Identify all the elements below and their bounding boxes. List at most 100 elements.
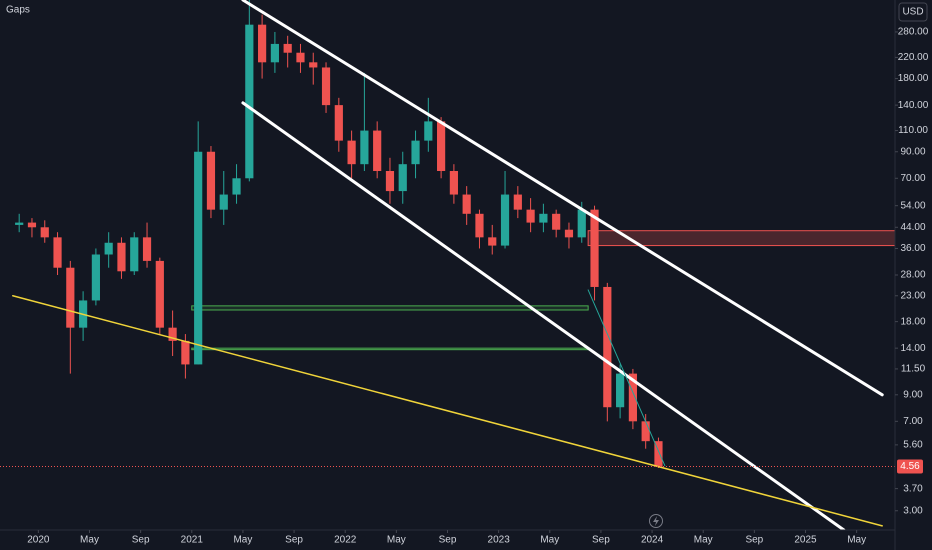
candle-body — [15, 222, 24, 225]
y-tick-label: 3.00 — [903, 505, 923, 516]
y-tick-label: 90.00 — [900, 146, 925, 157]
candle-body — [321, 67, 331, 106]
candle-body — [258, 24, 267, 63]
candle-body — [424, 121, 433, 141]
lightning-icon[interactable] — [649, 514, 663, 528]
plot-area — [0, 0, 895, 530]
candle-body — [398, 164, 407, 192]
candle-body — [564, 229, 574, 238]
candle-body — [142, 237, 152, 261]
candle-body — [385, 170, 395, 192]
x-tick-label: May — [80, 535, 99, 546]
y-tick-label: 3.70 — [903, 483, 923, 494]
x-tick-label: Sep — [439, 535, 457, 546]
candle-body — [130, 237, 139, 272]
candle-body — [360, 130, 369, 165]
y-tick-label: 180.00 — [898, 73, 929, 84]
x-tick-label: May — [387, 535, 406, 546]
x-tick-label: 2022 — [334, 535, 357, 546]
candle-body — [181, 340, 190, 365]
y-tick-label: 9.00 — [903, 389, 923, 400]
candle-body — [53, 237, 62, 268]
y-tick-label: 140.00 — [898, 100, 929, 111]
zone — [587, 230, 895, 247]
x-tick-label: 2021 — [181, 535, 204, 546]
x-tick-label: 2020 — [27, 535, 50, 546]
candle-body — [117, 242, 126, 272]
chart-title: Gaps — [6, 5, 30, 16]
candle-body — [296, 52, 305, 63]
x-tick-label: Sep — [745, 535, 763, 546]
last-price-label: 4.56 — [900, 461, 920, 472]
candle-body — [552, 213, 561, 230]
candle-body — [66, 267, 75, 328]
trend-line — [12, 295, 883, 527]
candle-body — [488, 237, 497, 246]
candle-body — [641, 421, 650, 442]
x-tick-label: 2025 — [794, 535, 817, 546]
candle-body — [654, 441, 663, 467]
candle-body — [270, 43, 279, 63]
candle-body — [206, 151, 216, 210]
candle-body — [219, 194, 228, 210]
candle-body — [411, 140, 420, 165]
candle-body — [155, 260, 164, 328]
y-tick-label: 14.00 — [900, 343, 925, 354]
candle-body — [334, 105, 343, 141]
trend-line — [241, 0, 884, 397]
y-tick-label: 280.00 — [898, 27, 929, 38]
y-tick-label: 110.00 — [898, 125, 928, 136]
x-tick-label: 2023 — [488, 535, 511, 546]
candle-body — [309, 62, 318, 68]
candle-body — [449, 170, 458, 195]
candle-body — [628, 373, 637, 422]
y-tick-label: 44.00 — [900, 222, 925, 233]
candle-body — [539, 213, 548, 223]
y-tick-label: 28.00 — [900, 270, 925, 281]
candle-body — [500, 194, 510, 246]
candle-body — [283, 43, 292, 53]
zone — [191, 305, 589, 311]
candle-body — [27, 222, 37, 228]
x-tick-label: Sep — [285, 535, 303, 546]
candle-body — [590, 209, 599, 287]
candle-body — [577, 209, 586, 238]
candle-body — [245, 24, 254, 179]
trend-line — [241, 101, 846, 530]
candle-body — [462, 194, 471, 214]
candle-body — [513, 194, 522, 210]
candle-body — [437, 121, 446, 171]
y-tick-label: 54.00 — [900, 200, 925, 211]
x-tick-label: May — [540, 535, 559, 546]
candle-body — [347, 140, 356, 165]
x-tick-label: Sep — [132, 535, 150, 546]
y-tick-label: 23.00 — [900, 290, 925, 301]
y-tick-label: 18.00 — [900, 316, 925, 327]
x-tick-label: May — [694, 535, 713, 546]
candle-body — [526, 209, 535, 223]
candle-body — [91, 254, 100, 301]
y-tick-label: 11.50 — [901, 364, 926, 375]
x-tick-label: Sep — [592, 535, 610, 546]
y-tick-label: 7.00 — [903, 416, 923, 427]
candle-body — [194, 151, 203, 365]
lightning-glyph — [653, 516, 659, 526]
x-tick-label: May — [847, 535, 866, 546]
candle-body — [104, 242, 113, 255]
x-tick-label: 2024 — [641, 535, 664, 546]
y-tick-label: 220.00 — [898, 52, 929, 63]
currency-label[interactable]: USD — [902, 7, 923, 18]
y-tick-label: 36.00 — [900, 243, 925, 254]
x-tick-label: May — [233, 535, 252, 546]
candle-body — [40, 227, 49, 238]
zone — [191, 347, 589, 351]
y-tick-label: 70.00 — [900, 173, 925, 184]
candle-body — [603, 286, 612, 408]
last-price-box — [897, 459, 923, 474]
candle-body — [168, 327, 177, 341]
currency-button[interactable] — [898, 2, 928, 22]
candle-body — [232, 178, 241, 195]
